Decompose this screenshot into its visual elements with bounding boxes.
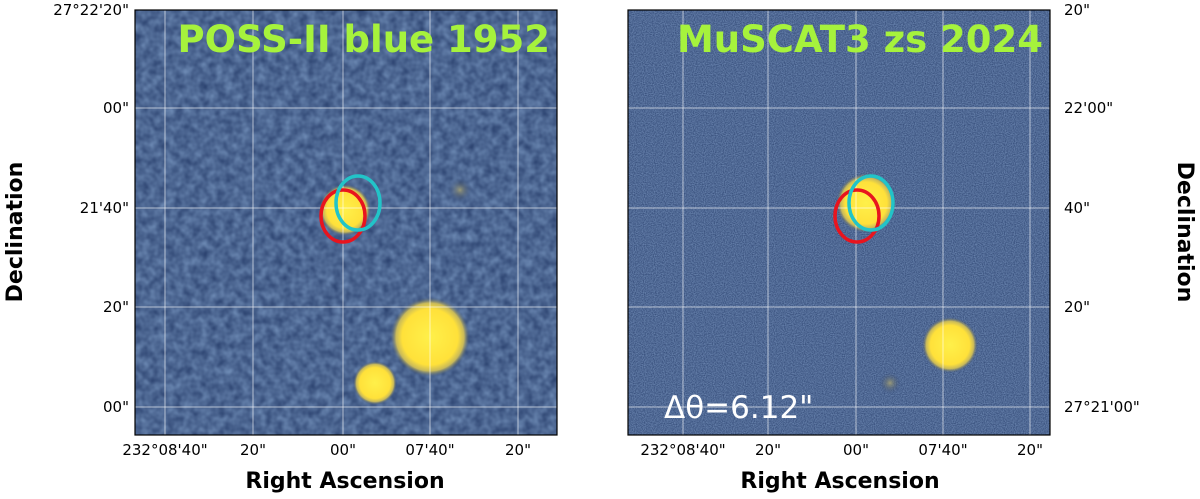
- panel-left: POSS-II blue 1952 232°08'40" 20" 00" 07'…: [3, 1, 558, 494]
- cyan-aperture: [334, 174, 382, 232]
- y-tick-label: 40": [1064, 199, 1090, 217]
- y-tick-label: 27°21'00": [1064, 398, 1140, 416]
- grid: [135, 10, 557, 435]
- x-axis-label: Right Ascension: [740, 469, 939, 494]
- x-tick-label: 00": [330, 441, 356, 459]
- panel-right: MuSCAT3 zs 2024 Δθ=6.12" 232°08'40" 20" …: [627, 1, 1197, 494]
- y-tick-label: 20": [103, 298, 129, 316]
- faint-source: [448, 178, 472, 202]
- red-aperture: [319, 188, 367, 244]
- x-axis-label: Right Ascension: [245, 469, 444, 494]
- annotation: Δθ=6.12": [664, 390, 813, 426]
- frame: [134, 9, 558, 436]
- star: [922, 317, 978, 373]
- y-tick-label: 20": [1064, 298, 1090, 316]
- x-tick-label: 00": [843, 441, 869, 459]
- y-axis-label: Declination: [3, 162, 28, 303]
- y-tick-label: 20": [1064, 1, 1090, 19]
- x-tick-label: 20": [505, 441, 531, 459]
- x-tick-label: 07'40": [918, 441, 967, 459]
- y-tick-label: 00": [103, 398, 129, 416]
- y-tick-label: 21'40": [80, 199, 129, 217]
- x-tick-label: 20": [755, 441, 781, 459]
- x-tick-label: 20": [240, 441, 266, 459]
- faint-source: [879, 372, 901, 394]
- cyan-aperture: [847, 174, 895, 232]
- star: [353, 361, 397, 405]
- panel-title: POSS-II blue 1952: [178, 18, 550, 61]
- red-aperture: [833, 188, 881, 244]
- x-tick-label: 07'40": [405, 441, 454, 459]
- y-tick-label: 00": [103, 99, 129, 117]
- panel-title: MuSCAT3 zs 2024: [677, 18, 1043, 61]
- x-tick-label: 232°08'40": [122, 441, 207, 459]
- y-tick-label: 27°22'20": [53, 1, 129, 19]
- x-tick-label: 20": [1017, 441, 1043, 459]
- frame: [627, 9, 1051, 436]
- x-tick-label: 232°08'40": [640, 441, 725, 459]
- y-axis-label: Declination: [1172, 162, 1197, 303]
- image-noise: [628, 10, 1050, 435]
- y-tick-label: 22'00": [1064, 99, 1113, 117]
